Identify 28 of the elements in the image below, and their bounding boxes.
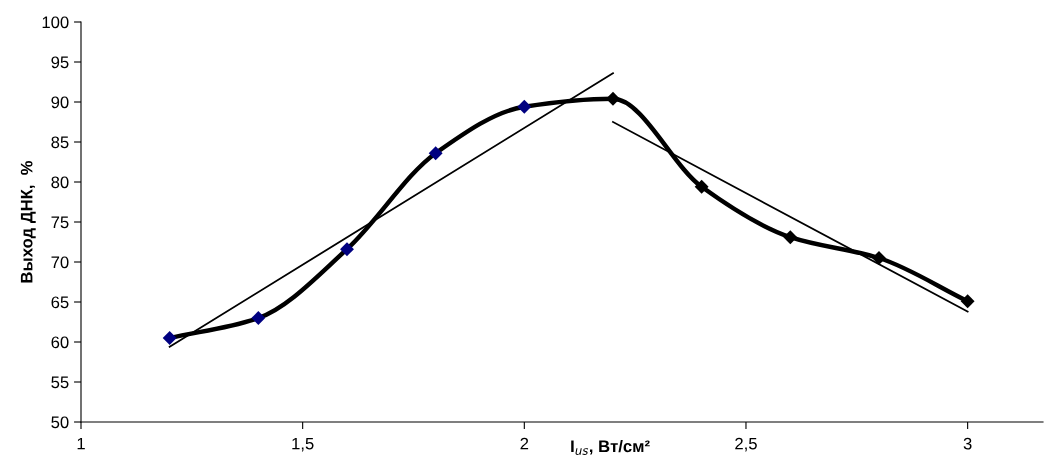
x-tick-label: 1 <box>77 437 85 450</box>
x-tick-label: 2 <box>520 437 529 450</box>
y-tick-label: 95 <box>51 56 69 69</box>
point <box>606 91 620 106</box>
point <box>872 251 886 265</box>
y-tick-label: 90 <box>51 96 69 109</box>
y-tick-label: 60 <box>51 336 69 349</box>
y-tick-label: 70 <box>51 256 69 269</box>
point <box>783 230 798 245</box>
y-tick-label: 100 <box>42 16 69 29</box>
point <box>517 99 532 114</box>
y-tick-label: 50 <box>51 416 69 429</box>
point <box>340 242 354 257</box>
y-tick-label: 85 <box>51 136 69 149</box>
x-tick-label: 3 <box>963 437 972 450</box>
y-tick-label: 55 <box>51 376 69 389</box>
y-axis-title: Выход ДНК, % <box>20 160 36 283</box>
x-tick-label: 2,5 <box>735 437 757 452</box>
y-tick-label: 75 <box>51 216 69 229</box>
y-tick-label: 65 <box>51 296 69 309</box>
point <box>694 179 709 194</box>
point <box>428 146 443 161</box>
y-tick-label: 80 <box>51 176 69 189</box>
point <box>251 311 266 325</box>
x-axis-title: I$_{us}$, Вт/см² <box>571 439 650 455</box>
point <box>960 294 975 309</box>
x-tick-label: 1,5 <box>292 437 314 452</box>
point <box>162 331 177 345</box>
